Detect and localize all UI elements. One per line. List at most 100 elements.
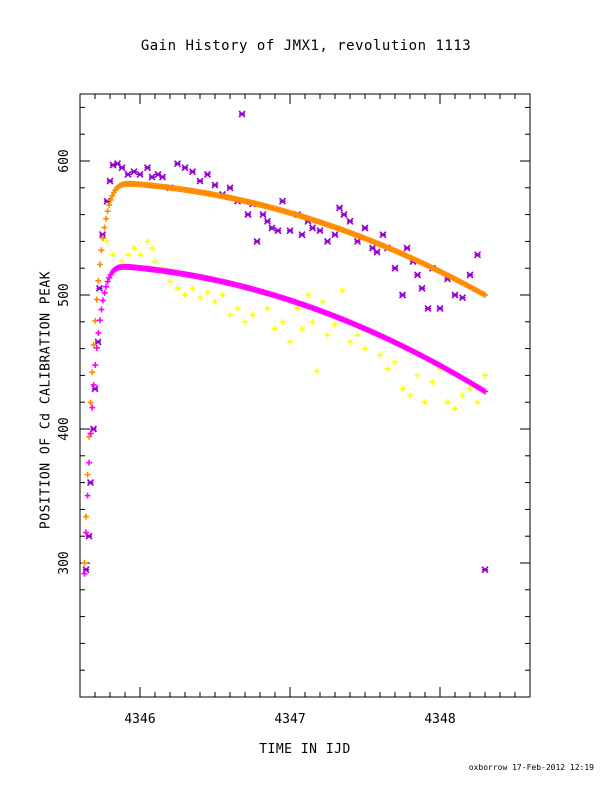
fit-2-point — [83, 513, 90, 520]
fit-2-point — [81, 560, 88, 566]
fit-3-point — [84, 492, 91, 499]
series-0-point — [136, 170, 144, 178]
series-0-point — [398, 291, 407, 299]
series-0-point — [259, 211, 267, 219]
series-0-point — [143, 164, 152, 172]
series-0-point — [89, 425, 98, 433]
series-0-point — [118, 164, 126, 172]
series-0-point — [91, 385, 99, 393]
fit-3-point — [89, 404, 96, 411]
series-0-point — [278, 197, 287, 205]
series-1-point — [444, 399, 451, 406]
fit-2-point — [89, 369, 96, 376]
fit-3-point — [83, 529, 90, 536]
series-0-point — [158, 173, 167, 181]
series-0-point — [391, 264, 399, 272]
series-1-point — [174, 285, 181, 292]
fit-2-point — [482, 292, 488, 298]
series-1-point — [119, 258, 125, 265]
series-0-point — [124, 170, 132, 178]
fit-3-point — [99, 297, 106, 304]
series-1-point — [422, 399, 428, 406]
series-1-point — [407, 392, 413, 399]
y-tick-label-3: 600 — [57, 149, 72, 172]
series-0-point — [148, 173, 156, 181]
series-1-point — [131, 245, 137, 252]
fit-2-point — [104, 208, 111, 215]
series-0-point — [211, 181, 219, 189]
series-0-point — [458, 294, 467, 302]
series-0-point — [466, 271, 474, 279]
fit-2-point — [103, 215, 110, 222]
series-0-point — [203, 170, 212, 178]
series-0-point — [106, 177, 114, 185]
series-1-point — [392, 359, 398, 365]
series-0-point — [130, 168, 138, 176]
fit-3-point — [81, 570, 88, 577]
axis-ticks: 4346 4347 4348 300 400 500 600 — [57, 94, 530, 727]
series-1-point — [144, 238, 151, 245]
fit-2-point — [101, 224, 108, 231]
series-0-point — [94, 338, 102, 346]
series-0-point — [308, 224, 317, 232]
fit-3-point — [92, 362, 99, 369]
fit-2-point — [86, 433, 93, 440]
series-0-point — [95, 284, 104, 292]
fit-3-point — [86, 459, 93, 466]
series-1-point — [305, 292, 311, 298]
series-1-point — [339, 287, 346, 294]
y-tick-label-2: 500 — [57, 283, 72, 306]
series-1-point — [384, 365, 391, 372]
series-1-point — [249, 312, 256, 319]
series-1-point — [167, 278, 173, 285]
series-0-point — [298, 231, 306, 239]
y-tick-label-0: 300 — [57, 551, 72, 574]
series-0-point — [253, 237, 261, 245]
series-1-point — [137, 251, 143, 258]
series-1-point — [234, 305, 241, 312]
fit-2-point — [84, 471, 91, 478]
series-1-point — [279, 318, 286, 325]
series-1-point — [227, 312, 233, 319]
chart-title: Gain History of JMX1, revolution 1113 — [140, 38, 472, 54]
series-0-point — [286, 227, 294, 235]
fit-2-point — [96, 261, 103, 268]
series-0-point — [335, 204, 344, 212]
x-tick-label-0: 4346 — [124, 712, 155, 727]
series-1-point — [264, 305, 271, 312]
fit-3-point — [90, 381, 97, 388]
x-axis-label: TIME IN IJD — [259, 742, 351, 757]
fit-3-point — [104, 278, 111, 285]
series-0-point — [413, 271, 422, 279]
series-1-point — [104, 238, 110, 245]
series-0-point — [323, 237, 332, 245]
series-0-point — [268, 224, 276, 232]
series-1-point — [482, 372, 488, 379]
fit-3-point — [482, 388, 488, 395]
series-1-point — [149, 245, 155, 252]
series-1-point — [272, 325, 278, 332]
series-0-point — [263, 217, 272, 225]
fit-3-point — [87, 430, 94, 437]
series-0-point — [274, 227, 282, 235]
series-1-point — [474, 399, 481, 406]
series-1-point — [242, 318, 248, 325]
series-1-point — [309, 318, 316, 325]
series-1-point — [347, 338, 353, 345]
series-1-point — [429, 379, 436, 386]
series-0-point — [85, 532, 93, 540]
x-tick-label-1: 4347 — [274, 712, 305, 727]
series-0-point — [373, 248, 381, 256]
fit-2-point — [109, 192, 116, 199]
series-1-point — [332, 321, 338, 328]
footer-credit: oxborrow 17-Feb-2012 12:19 — [468, 763, 594, 772]
fit-3-point — [103, 283, 110, 290]
series-1-point — [212, 298, 218, 305]
series-1-point — [377, 352, 383, 359]
series-0-point — [181, 164, 189, 172]
fit-2-point — [87, 399, 94, 406]
fit-3-point — [101, 289, 108, 296]
series-1-point — [197, 294, 203, 301]
fit-2-point — [95, 277, 102, 284]
